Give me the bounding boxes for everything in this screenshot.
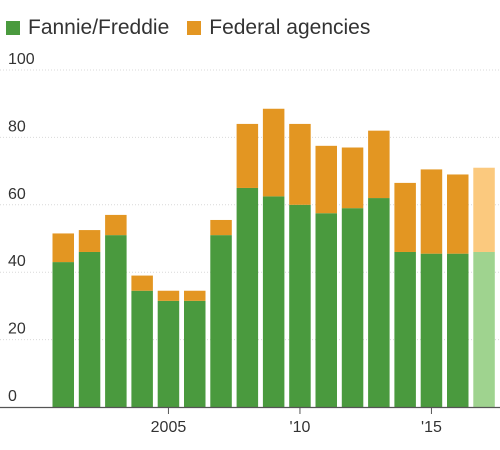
bar-federal-agencies-2009 — [262, 108, 285, 197]
bar-fannie-freddie-2016 — [447, 253, 469, 407]
bar-fannie-freddie-2012 — [341, 208, 364, 407]
bar-fannie-freddie-2010 — [289, 204, 311, 407]
bar-federal-agencies-2014 — [394, 182, 416, 252]
bar-fannie-freddie-2009 — [262, 196, 285, 407]
legend-swatch-fannie-freddie — [6, 21, 20, 35]
bar-fannie-freddie-2014 — [394, 251, 416, 407]
bar-fannie-freddie-2006 — [184, 300, 206, 407]
legend: Fannie/Freddie Federal agencies — [6, 16, 388, 40]
bar-fannie-freddie-2004 — [131, 290, 153, 407]
bar-fannie-freddie-2011 — [315, 213, 337, 407]
bar-federal-agencies-2010 — [289, 123, 311, 205]
bar-fannie-freddie-2008 — [236, 187, 259, 407]
legend-label-fannie-freddie: Fannie/Freddie — [28, 16, 170, 39]
bar-federal-agencies-2017 — [473, 167, 495, 252]
y-tick-label-0: 0 — [8, 388, 17, 405]
bar-fannie-freddie-2005 — [157, 300, 180, 407]
bar-federal-agencies-2005 — [157, 290, 180, 301]
legend-item-fannie-freddie: Fannie/Freddie — [6, 16, 169, 40]
bar-fannie-freddie-2003 — [105, 235, 127, 407]
legend-label-federal-agencies: Federal agencies — [209, 16, 371, 39]
y-tick-label-20: 20 — [8, 321, 26, 338]
bar-federal-agencies-2006 — [184, 290, 206, 301]
y-tick-label-100: 100 — [8, 51, 35, 68]
legend-swatch-federal-agencies — [187, 21, 202, 35]
bar-federal-agencies-2011 — [315, 145, 337, 214]
x-tick-label-2005: 2005 — [151, 419, 187, 436]
bar-fannie-freddie-2017 — [473, 251, 495, 407]
y-tick-label-60: 60 — [8, 186, 26, 203]
bar-federal-agencies-2001 — [52, 233, 74, 263]
bar-federal-agencies-2003 — [105, 214, 127, 236]
bar-federal-agencies-2008 — [236, 123, 259, 188]
bar-federal-agencies-2004 — [131, 275, 153, 291]
y-tick-label-80: 80 — [8, 118, 26, 135]
bar-fannie-freddie-2001 — [52, 262, 74, 407]
bar-federal-agencies-2013 — [368, 130, 390, 199]
bar-federal-agencies-2015 — [420, 169, 443, 254]
x-tick-label-2015: '15 — [421, 419, 442, 436]
bar-federal-agencies-2016 — [447, 174, 469, 254]
bar-federal-agencies-2002 — [78, 230, 101, 252]
y-tick-label-40: 40 — [8, 253, 26, 270]
bar-fannie-freddie-2013 — [368, 198, 390, 407]
bar-federal-agencies-2012 — [341, 147, 364, 209]
legend-item-federal-agencies: Federal agencies — [187, 16, 370, 40]
bar-federal-agencies-2007 — [210, 219, 232, 236]
x-tick-label-2010: '10 — [290, 419, 311, 436]
bar-fannie-freddie-2015 — [420, 253, 443, 407]
bar-fannie-freddie-2002 — [78, 251, 101, 407]
bar-fannie-freddie-2007 — [210, 235, 232, 407]
